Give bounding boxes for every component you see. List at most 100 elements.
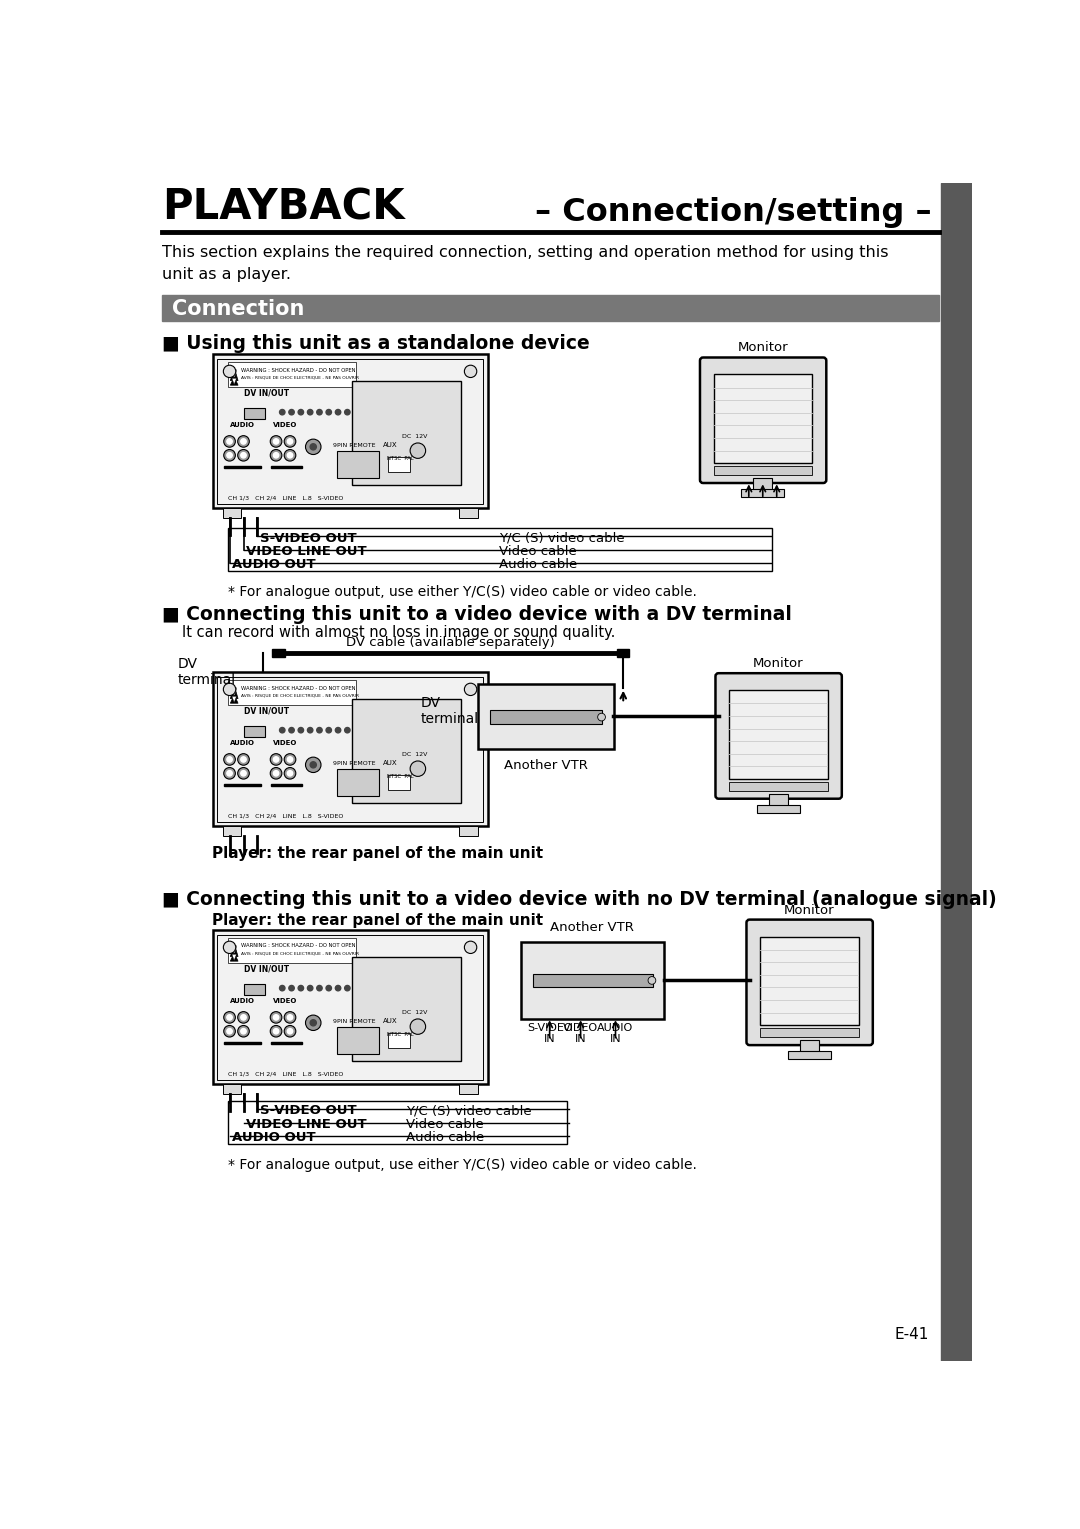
Text: WARNING : SHOCK HAZARD - DO NOT OPEN: WARNING : SHOCK HAZARD - DO NOT OPEN: [241, 685, 355, 691]
Text: ■ Using this unit as a standalone device: ■ Using this unit as a standalone device: [162, 335, 590, 353]
Bar: [787, 1052, 831, 1060]
Circle shape: [310, 443, 316, 450]
Circle shape: [310, 1020, 316, 1026]
Text: PLAYBACK: PLAYBACK: [162, 187, 405, 228]
Polygon shape: [232, 688, 237, 697]
Circle shape: [241, 1029, 246, 1034]
Circle shape: [316, 985, 322, 991]
Bar: [271, 1043, 302, 1044]
Text: S-VIDEO
IN: S-VIDEO IN: [527, 1023, 572, 1044]
Circle shape: [273, 757, 279, 761]
Polygon shape: [232, 954, 237, 960]
Bar: [228, 362, 356, 387]
Bar: [337, 451, 379, 477]
Text: DC  12V: DC 12V: [403, 752, 428, 757]
Bar: [228, 939, 356, 963]
Bar: [478, 683, 613, 749]
Circle shape: [238, 1026, 249, 1037]
Bar: [243, 408, 266, 419]
Text: NTSC  PAL: NTSC PAL: [387, 456, 414, 462]
Text: Video cable: Video cable: [499, 546, 577, 558]
Circle shape: [238, 754, 249, 764]
Circle shape: [273, 771, 279, 777]
Circle shape: [310, 761, 316, 768]
Bar: [271, 466, 302, 468]
Text: VIDEO LINE OUT: VIDEO LINE OUT: [246, 546, 366, 558]
Polygon shape: [232, 370, 237, 379]
Polygon shape: [230, 953, 238, 962]
Circle shape: [287, 1029, 293, 1034]
Bar: [459, 826, 477, 836]
Circle shape: [308, 728, 313, 732]
Circle shape: [298, 728, 303, 732]
Text: CH 1/3   CH 2/4   LINE   L.8   S-VIDEO: CH 1/3 CH 2/4 LINE L.8 S-VIDEO: [228, 495, 343, 500]
Circle shape: [284, 768, 296, 780]
Text: WARNING : SHOCK HAZARD - DO NOT OPEN: WARNING : SHOCK HAZARD - DO NOT OPEN: [241, 943, 355, 948]
FancyBboxPatch shape: [700, 358, 826, 483]
Text: Monitor: Monitor: [738, 341, 788, 355]
Text: CH 1/3   CH 2/4   LINE   L.8   S-VIDEO: CH 1/3 CH 2/4 LINE L.8 S-VIDEO: [228, 813, 343, 818]
Bar: [490, 709, 603, 725]
Circle shape: [241, 453, 246, 459]
Text: VIDEO: VIDEO: [273, 997, 297, 1003]
Circle shape: [224, 942, 235, 954]
Circle shape: [288, 985, 294, 991]
Bar: [337, 1026, 379, 1053]
Text: AVIS : RISQUE DE CHOC ELECTRIQUE - NE PAS OUVRIR: AVIS : RISQUE DE CHOC ELECTRIQUE - NE PA…: [241, 953, 360, 956]
Text: DV cable (available separately): DV cable (available separately): [346, 636, 555, 650]
Circle shape: [280, 985, 285, 991]
Text: S-VIDEO OUT: S-VIDEO OUT: [260, 1104, 356, 1118]
Circle shape: [335, 985, 341, 991]
Circle shape: [284, 754, 296, 764]
Circle shape: [316, 410, 322, 414]
Circle shape: [238, 768, 249, 780]
Text: DC  12V: DC 12V: [403, 1011, 428, 1015]
Circle shape: [284, 1012, 296, 1023]
Bar: [389, 457, 410, 472]
Bar: [222, 508, 241, 518]
Polygon shape: [230, 694, 238, 703]
Circle shape: [227, 771, 232, 777]
Text: It can record with almost no loss in image or sound quality.: It can record with almost no loss in ima…: [181, 625, 615, 639]
Text: VIDEO: VIDEO: [273, 740, 297, 746]
Bar: [217, 359, 483, 503]
Text: AUDIO OUT: AUDIO OUT: [232, 1131, 315, 1144]
Bar: [760, 937, 859, 1024]
Circle shape: [280, 410, 285, 414]
Polygon shape: [232, 696, 237, 702]
Circle shape: [345, 985, 350, 991]
Circle shape: [316, 728, 322, 732]
Bar: [272, 650, 284, 657]
Circle shape: [298, 985, 303, 991]
Circle shape: [273, 1029, 279, 1034]
Text: Y/C (S) video cable: Y/C (S) video cable: [406, 1104, 531, 1118]
Bar: [213, 673, 488, 827]
Polygon shape: [232, 378, 237, 384]
Circle shape: [224, 683, 235, 696]
Text: CH 1/3   CH 2/4   LINE   L.8   S-VIDEO: CH 1/3 CH 2/4 LINE L.8 S-VIDEO: [228, 1072, 343, 1076]
Circle shape: [288, 410, 294, 414]
Text: DV IN/OUT: DV IN/OUT: [243, 965, 288, 974]
Circle shape: [326, 985, 332, 991]
Text: AVIS : RISQUE DE CHOC ELECTRIQUE - NE PAS OUVRIR: AVIS : RISQUE DE CHOC ELECTRIQUE - NE PA…: [241, 376, 360, 381]
Bar: [459, 508, 477, 518]
Circle shape: [306, 757, 321, 772]
Circle shape: [241, 1015, 246, 1020]
Circle shape: [306, 439, 321, 454]
Text: AUDIO: AUDIO: [230, 740, 255, 746]
Circle shape: [345, 728, 350, 732]
Text: 9PIN REMOTE: 9PIN REMOTE: [333, 1020, 375, 1024]
Bar: [389, 1032, 410, 1049]
Circle shape: [597, 713, 606, 722]
Polygon shape: [230, 943, 238, 957]
Text: 9PIN REMOTE: 9PIN REMOTE: [333, 443, 375, 448]
Text: AVIS : RISQUE DE CHOC ELECTRIQUE - NE PAS OUVRIR: AVIS : RISQUE DE CHOC ELECTRIQUE - NE PA…: [241, 694, 360, 699]
Bar: [222, 826, 241, 836]
Circle shape: [326, 410, 332, 414]
Text: S-VIDEO OUT: S-VIDEO OUT: [260, 532, 356, 544]
Bar: [222, 1084, 241, 1093]
Text: AUDIO OUT: AUDIO OUT: [232, 558, 315, 572]
Circle shape: [288, 728, 294, 732]
Bar: [941, 183, 972, 1361]
Bar: [352, 381, 460, 485]
